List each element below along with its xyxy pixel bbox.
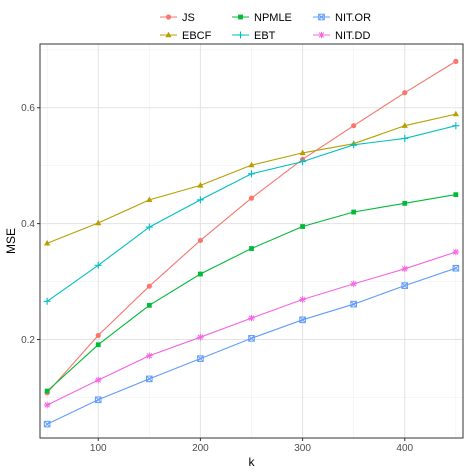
legend-label-js: JS — [182, 12, 195, 24]
legend-item-nit-dd: NIT.DD — [313, 30, 371, 42]
data-point-js — [453, 58, 459, 64]
data-point-ebt — [145, 223, 153, 231]
x-tick-label: 100 — [90, 443, 107, 454]
data-point-js — [248, 195, 255, 201]
data-point-nit-or — [350, 300, 357, 308]
data-point-ebt — [196, 196, 204, 204]
legend-key-marker — [237, 31, 244, 39]
data-point-ebt — [299, 158, 307, 166]
x-tick-label: 200 — [192, 443, 209, 454]
data-point-ebt — [401, 134, 409, 142]
data-point-ebcf — [95, 219, 102, 226]
data-point-npmle — [146, 302, 152, 308]
legend-key-marker — [165, 14, 172, 20]
data-point-nit-or — [401, 282, 409, 289]
data-point-nit-or — [146, 375, 153, 383]
data-point-ebt — [452, 122, 460, 130]
data-point-ebt — [43, 297, 51, 305]
data-point-ebcf — [146, 196, 153, 203]
series-nit-dd — [43, 248, 460, 409]
data-point-js — [95, 332, 101, 339]
legend-item-js: JS — [160, 12, 195, 24]
data-point-npmle — [300, 224, 305, 229]
x-axis-ticks: 100 200 300 400 — [90, 438, 414, 454]
data-point-ebt — [248, 170, 255, 178]
data-point-ebcf — [401, 122, 408, 128]
data-point-nit-dd — [452, 248, 460, 256]
data-point-js — [351, 123, 357, 129]
data-point-npmle — [44, 388, 50, 394]
series-nit-or — [43, 264, 460, 428]
data-point-nit-or — [299, 316, 306, 324]
data-point-ebt — [94, 261, 102, 269]
data-point-nit-dd — [94, 376, 102, 384]
data-point-ebt — [350, 141, 358, 149]
legend-key-marker — [238, 14, 243, 20]
legend: JS EBCF NPMLE EBT NIT.OR NIT.DD — [160, 12, 371, 42]
legend-key-marker — [318, 13, 325, 21]
data-point-nit-or — [197, 355, 204, 362]
y-tick-label: 0.4 — [21, 219, 35, 230]
data-point-nit-dd — [299, 296, 306, 303]
data-point-nit-dd — [350, 280, 357, 288]
legend-item-ebcf: EBCF — [160, 30, 212, 42]
legend-key-marker — [165, 31, 172, 38]
data-point-npmle — [95, 342, 101, 348]
series-npmle — [44, 192, 459, 394]
data-point-js — [402, 90, 408, 96]
data-point-nit-dd — [43, 401, 51, 409]
data-point-npmle — [198, 271, 203, 277]
data-point-nit-dd — [197, 333, 204, 341]
data-point-nit-dd — [401, 265, 409, 273]
data-point-npmle — [453, 192, 459, 198]
legend-label-ebcf: EBCF — [182, 30, 212, 42]
data-point-ebcf — [248, 161, 255, 168]
series-layer — [43, 58, 460, 428]
legend-label-nit-or: NIT.OR — [335, 12, 371, 24]
data-point-nit-dd — [146, 352, 153, 360]
y-tick-label: 0.6 — [21, 103, 35, 114]
data-point-npmle — [249, 246, 254, 251]
data-point-nit-or — [43, 420, 51, 428]
legend-item-npmle: NPMLE — [232, 12, 292, 24]
x-tick-label: 300 — [294, 443, 311, 454]
data-point-nit-or — [248, 335, 255, 342]
legend-label-nit-dd: NIT.DD — [335, 30, 371, 42]
y-axis-ticks: 0.2 0.4 0.6 — [21, 103, 40, 346]
data-point-npmle — [351, 209, 357, 215]
data-point-ebcf — [197, 181, 204, 188]
legend-item-nit-or: NIT.OR — [313, 12, 371, 24]
x-tick-label: 400 — [396, 443, 413, 454]
legend-key-marker — [318, 31, 325, 39]
legend-label-ebt: EBT — [254, 30, 276, 42]
data-point-npmle — [402, 200, 408, 206]
data-point-ebcf — [299, 149, 306, 156]
data-point-nit-or — [94, 396, 102, 404]
data-point-nit-dd — [248, 314, 255, 322]
data-point-ebcf — [452, 110, 459, 117]
series-ebt — [43, 122, 460, 305]
data-point-js — [146, 283, 152, 289]
data-point-js — [197, 237, 204, 244]
legend-label-npmle: NPMLE — [254, 12, 292, 24]
data-point-ebcf — [44, 239, 51, 246]
legend-item-ebt: EBT — [232, 30, 276, 42]
y-axis-title: MSE — [4, 228, 18, 254]
y-tick-label: 0.2 — [21, 335, 35, 346]
series-js — [44, 58, 459, 396]
plot-border — [39, 43, 464, 439]
x-axis-title: k — [249, 455, 256, 469]
data-point-nit-or — [452, 264, 460, 272]
